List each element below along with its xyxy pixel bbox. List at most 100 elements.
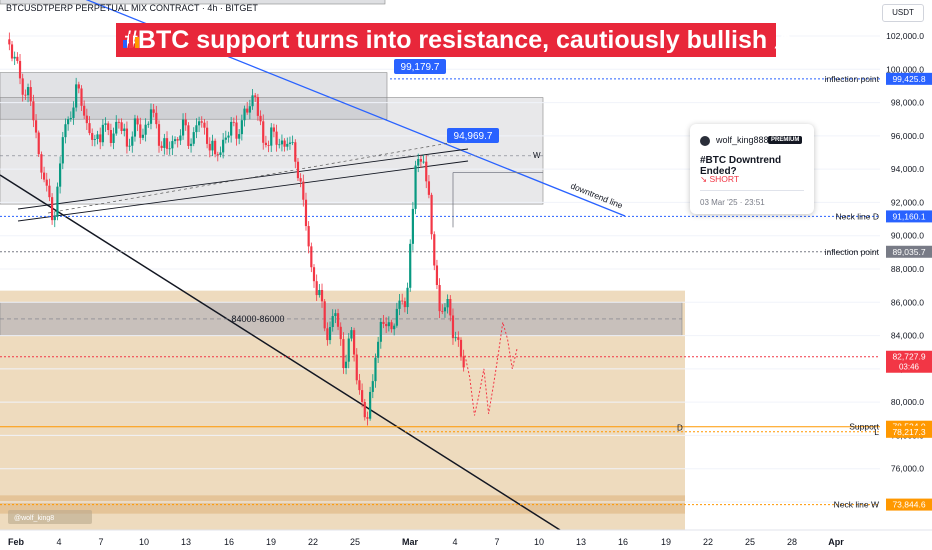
candle-body bbox=[155, 112, 158, 125]
candle-body bbox=[45, 179, 48, 186]
y-price-tag-label: 73,844.6 bbox=[892, 500, 925, 510]
candle-body bbox=[50, 197, 54, 221]
candle-body bbox=[64, 124, 67, 138]
y-axis: 102,000.0 100,000.0 98,000.0 96,000.0 94,000… bbox=[880, 0, 932, 550]
x-tick-label: 25 bbox=[350, 537, 360, 547]
candle-body bbox=[176, 139, 179, 141]
candle-body bbox=[328, 327, 332, 341]
candle-body bbox=[179, 135, 182, 141]
x-tick-label: 28 bbox=[787, 537, 797, 547]
y-tick-label: 90,000.0 bbox=[891, 231, 924, 241]
level-label: inflection point bbox=[825, 74, 880, 84]
candle-body bbox=[99, 134, 102, 143]
candle-body bbox=[13, 56, 16, 59]
x-tick-label: 10 bbox=[139, 537, 149, 547]
candle-body bbox=[203, 122, 206, 128]
author-name[interactable]: wolf_king888 bbox=[716, 135, 769, 145]
candle-body bbox=[104, 123, 107, 125]
candle-body bbox=[270, 127, 273, 146]
candle-body bbox=[339, 326, 342, 340]
candle-body bbox=[414, 165, 417, 209]
candle-body bbox=[72, 107, 75, 118]
candle-body bbox=[320, 289, 324, 302]
candle-body bbox=[417, 159, 420, 166]
candle-body bbox=[67, 119, 70, 125]
symbol-label: BTCUSDTPERP PERPETUAL MIX CONTRACT · 4h … bbox=[6, 3, 258, 13]
candle-body bbox=[131, 136, 134, 146]
candle-body bbox=[80, 88, 83, 106]
candle-body bbox=[262, 121, 265, 143]
top-box bbox=[0, 0, 386, 5]
candle-body bbox=[361, 390, 364, 402]
candle-body bbox=[459, 339, 463, 357]
x-tick-label: 19 bbox=[661, 537, 671, 547]
candle-body bbox=[419, 159, 423, 162]
candle-body bbox=[184, 119, 187, 126]
candle-body bbox=[254, 95, 257, 97]
candle-body bbox=[350, 330, 353, 339]
candle-body bbox=[286, 143, 289, 147]
y-price-tag-label: 99,425.8 bbox=[892, 74, 925, 84]
x-tick-label: 19 bbox=[266, 537, 276, 547]
candle-body bbox=[323, 301, 326, 329]
x-tick-label: 25 bbox=[745, 537, 755, 547]
y-price-tag-label: 91,160.1 bbox=[892, 211, 925, 221]
candle-body bbox=[422, 161, 425, 163]
x-tick-label: Mar bbox=[402, 537, 419, 547]
candle-body bbox=[160, 145, 163, 148]
x-tick-label: 7 bbox=[98, 537, 103, 547]
avatar bbox=[700, 136, 710, 146]
candle-body bbox=[216, 154, 219, 156]
channel-mid bbox=[47, 141, 456, 214]
candles bbox=[8, 32, 465, 426]
x-axis: Feb 4 7 10 13 16 19 22 25 Mar 4 7 10 13 16 19 22 25 28 Apr bbox=[0, 529, 932, 550]
candle-body bbox=[256, 96, 259, 116]
candle-body bbox=[430, 194, 433, 235]
zone-label: 84000-86000 bbox=[231, 314, 284, 324]
candle-body bbox=[390, 322, 393, 330]
candle-body bbox=[371, 381, 374, 392]
grid bbox=[0, 35, 880, 503]
candle-body bbox=[230, 121, 233, 136]
candle-body bbox=[192, 132, 195, 144]
candle-body bbox=[133, 118, 137, 137]
candle-body bbox=[10, 44, 14, 59]
candle-body bbox=[141, 134, 145, 138]
y-tick-label: 96,000.0 bbox=[891, 131, 924, 141]
idea-popup-card[interactable]: wolf_king888 PREMIUM #BTC Downtrend Ende… bbox=[690, 124, 814, 214]
candle-body bbox=[344, 361, 348, 369]
popup-title[interactable]: #BTC Downtrend Ended? bbox=[700, 155, 782, 177]
x-tick-label: 10 bbox=[534, 537, 544, 547]
candle-body bbox=[377, 341, 380, 358]
candle-body bbox=[59, 163, 62, 187]
level-label: Neck line W bbox=[834, 500, 879, 510]
candle-body bbox=[272, 127, 276, 132]
y-tick-label: 102,000.0 bbox=[886, 31, 924, 41]
candle-body bbox=[454, 337, 457, 339]
projection-path bbox=[464, 322, 518, 416]
candle-body bbox=[387, 322, 390, 327]
x-tick-label: 16 bbox=[618, 537, 628, 547]
candle-body bbox=[115, 121, 118, 134]
y-tick-label: 84,000.0 bbox=[891, 331, 924, 341]
candle-body bbox=[120, 122, 123, 131]
y-price-tag-label: 82,727.9 bbox=[892, 352, 925, 362]
candle-body bbox=[195, 125, 198, 133]
candle-body bbox=[347, 338, 350, 362]
range-box-upper bbox=[0, 72, 388, 120]
x-tick-label: 13 bbox=[576, 537, 586, 547]
candle-body bbox=[304, 199, 308, 227]
candle-body bbox=[251, 95, 254, 107]
candle-body bbox=[214, 140, 217, 155]
d-label: D bbox=[677, 424, 683, 433]
channel-lower bbox=[17, 148, 469, 210]
candle-body bbox=[264, 142, 267, 146]
candle-body bbox=[61, 137, 64, 164]
candle-body bbox=[187, 125, 190, 146]
currency-button[interactable]: USDT bbox=[882, 4, 924, 22]
candle-body bbox=[366, 417, 369, 419]
candle-body bbox=[312, 267, 316, 282]
candle-body bbox=[451, 315, 455, 339]
candle-body bbox=[457, 337, 460, 340]
